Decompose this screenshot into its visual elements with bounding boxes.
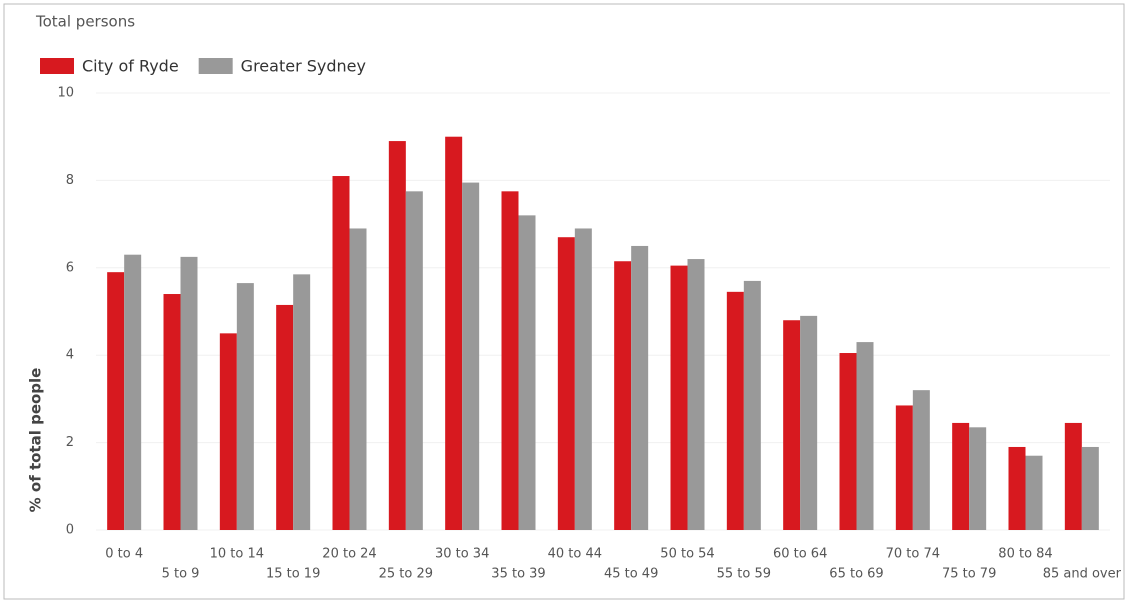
x-tick-label: 5 to 9 — [162, 567, 200, 582]
legend-label: City of Ryde — [82, 57, 179, 76]
bar — [445, 136, 463, 530]
x-tick-label: 80 to 84 — [998, 547, 1052, 562]
bar — [557, 237, 575, 530]
x-tick-label: 50 to 54 — [660, 547, 714, 562]
bar — [800, 315, 818, 530]
bar — [614, 261, 632, 530]
bar — [124, 254, 142, 530]
legend-label: Greater Sydney — [241, 57, 366, 76]
y-tick-label: 2 — [66, 435, 74, 450]
y-tick-label: 4 — [66, 348, 74, 363]
bar — [631, 245, 649, 530]
bar — [670, 265, 688, 530]
bar — [501, 191, 519, 530]
x-tick-label: 35 to 39 — [491, 567, 545, 582]
bar — [219, 333, 237, 530]
bar — [349, 228, 367, 530]
y-tick-label: 8 — [66, 173, 74, 188]
legend-swatch — [198, 58, 233, 74]
x-tick-label: 85 and over — [1043, 567, 1122, 582]
bar — [952, 422, 970, 530]
bar — [574, 228, 592, 530]
chart-title: Total persons — [35, 13, 135, 31]
bar — [518, 215, 536, 531]
bar — [895, 405, 913, 530]
frame — [3, 3, 1125, 600]
bar — [856, 342, 874, 530]
y-axis-label: % of total people — [27, 368, 45, 513]
legend-swatch — [40, 58, 74, 74]
bar — [1081, 446, 1099, 530]
y-tick-label: 10 — [57, 86, 74, 101]
bar — [1064, 422, 1082, 530]
x-tick-label: 15 to 19 — [266, 567, 320, 582]
y-tick-label: 6 — [66, 260, 74, 275]
bar — [743, 280, 761, 530]
x-tick-label: 55 to 59 — [717, 567, 771, 582]
x-tick-label: 10 to 14 — [210, 547, 264, 562]
bar — [839, 353, 857, 530]
bar — [687, 259, 705, 530]
bar — [462, 182, 480, 530]
x-tick-label: 70 to 74 — [886, 547, 940, 562]
bar — [180, 256, 198, 530]
bar — [405, 191, 423, 530]
y-tick-label: 0 — [66, 523, 74, 538]
bar — [912, 390, 930, 530]
bar — [1025, 455, 1043, 530]
x-tick-label: 20 to 24 — [322, 547, 376, 562]
x-tick-label: 30 to 34 — [435, 547, 489, 562]
x-tick-label: 60 to 64 — [773, 547, 827, 562]
bar — [163, 294, 181, 530]
bar — [293, 274, 311, 530]
x-tick-label: 65 to 69 — [829, 567, 883, 582]
bar — [783, 320, 801, 530]
x-tick-label: 75 to 79 — [942, 567, 996, 582]
bar — [388, 141, 406, 530]
bar — [276, 304, 294, 530]
x-tick-label: 25 to 29 — [379, 567, 433, 582]
bar — [969, 427, 987, 530]
bar — [726, 291, 744, 530]
x-tick-label: 40 to 44 — [548, 547, 602, 562]
x-tick-label: 0 to 4 — [105, 547, 143, 562]
bar — [107, 272, 125, 530]
x-tick-label: 45 to 49 — [604, 567, 658, 582]
bar — [236, 283, 254, 530]
bar — [332, 176, 350, 530]
bar — [1008, 446, 1026, 530]
